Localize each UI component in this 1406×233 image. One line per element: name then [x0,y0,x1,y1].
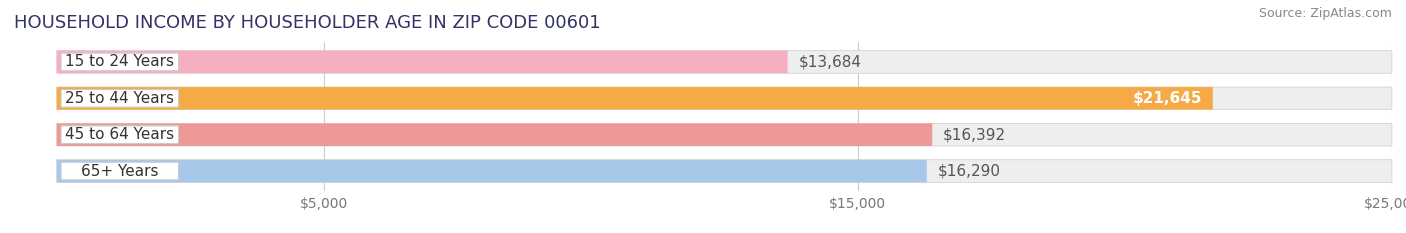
FancyBboxPatch shape [56,123,932,146]
FancyBboxPatch shape [56,51,1392,73]
Text: 45 to 64 Years: 45 to 64 Years [65,127,174,142]
FancyBboxPatch shape [56,160,927,182]
FancyBboxPatch shape [56,123,1392,146]
Text: $16,290: $16,290 [938,164,1001,178]
Text: $13,684: $13,684 [799,55,862,69]
FancyBboxPatch shape [56,87,1392,110]
FancyBboxPatch shape [56,51,787,73]
Text: $21,645: $21,645 [1133,91,1202,106]
Text: $16,392: $16,392 [943,127,1007,142]
Text: 65+ Years: 65+ Years [82,164,159,178]
Text: Source: ZipAtlas.com: Source: ZipAtlas.com [1258,7,1392,20]
FancyBboxPatch shape [60,162,179,180]
FancyBboxPatch shape [60,126,179,144]
Text: 15 to 24 Years: 15 to 24 Years [65,55,174,69]
FancyBboxPatch shape [60,89,179,107]
FancyBboxPatch shape [56,160,1392,182]
FancyBboxPatch shape [60,53,179,71]
Text: HOUSEHOLD INCOME BY HOUSEHOLDER AGE IN ZIP CODE 00601: HOUSEHOLD INCOME BY HOUSEHOLDER AGE IN Z… [14,14,600,32]
Text: 25 to 44 Years: 25 to 44 Years [65,91,174,106]
FancyBboxPatch shape [56,87,1213,110]
